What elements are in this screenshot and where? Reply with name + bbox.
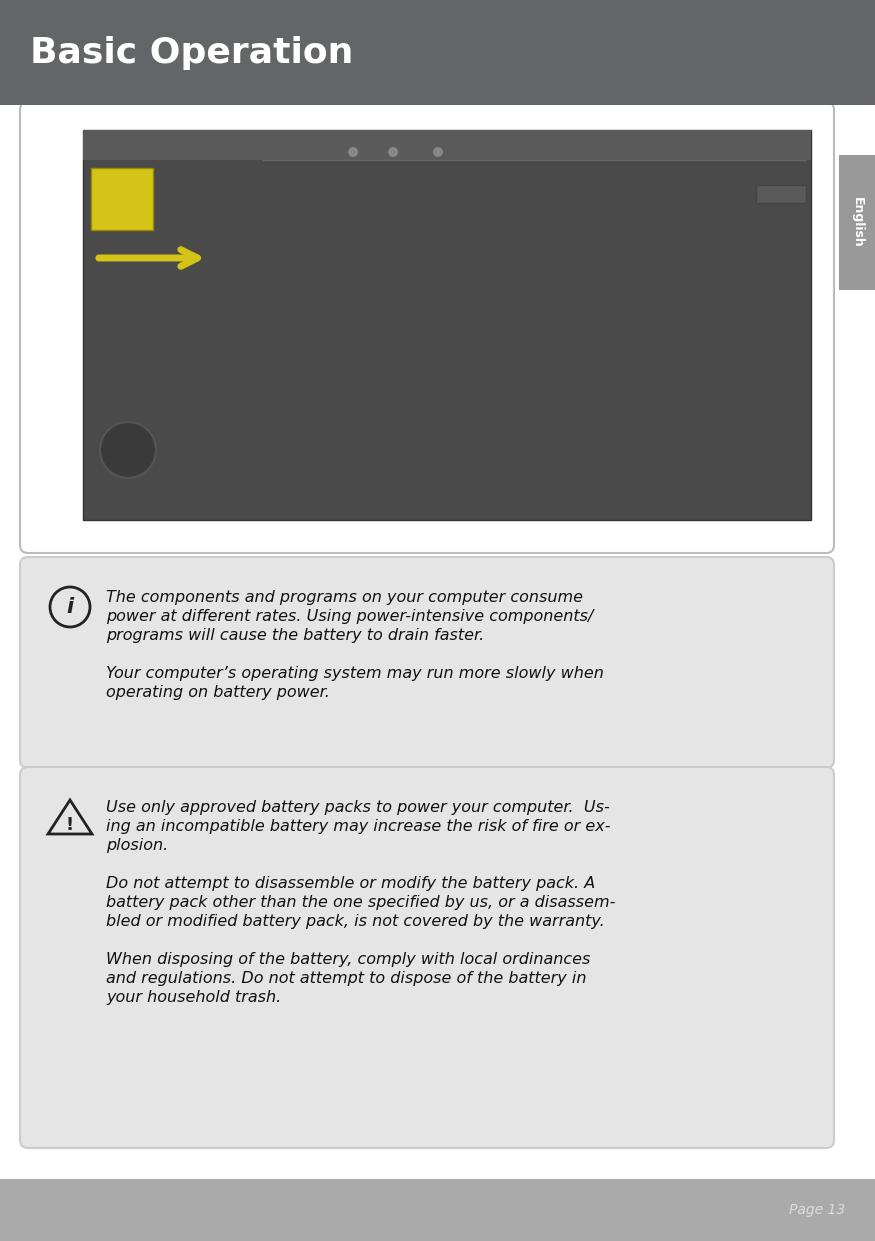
FancyBboxPatch shape [0, 1179, 875, 1241]
Text: Your computer’s operating system may run more slowly when: Your computer’s operating system may run… [106, 666, 604, 681]
FancyBboxPatch shape [20, 767, 834, 1148]
Text: Basic Operation: Basic Operation [30, 36, 354, 69]
Circle shape [388, 146, 398, 158]
Circle shape [100, 422, 156, 478]
Circle shape [433, 146, 443, 158]
Text: battery pack other than the one specified by us, or a disassem-: battery pack other than the one specifie… [106, 895, 615, 910]
Text: Use only approved battery packs to power your computer.  Us-: Use only approved battery packs to power… [106, 800, 610, 815]
Text: operating on battery power.: operating on battery power. [106, 685, 330, 700]
Bar [83, 130, 811, 520]
Text: your household trash.: your household trash. [106, 990, 281, 1005]
Bar [756, 185, 806, 204]
FancyBboxPatch shape [0, 0, 875, 105]
Text: programs will cause the battery to drain faster.: programs will cause the battery to drain… [106, 628, 484, 643]
Text: Page 13: Page 13 [788, 1203, 845, 1217]
FancyBboxPatch shape [839, 155, 875, 290]
Bar [91, 168, 153, 230]
Text: When disposing of the battery, comply with local ordinances: When disposing of the battery, comply wi… [106, 952, 591, 967]
Text: plosion.: plosion. [106, 838, 168, 853]
FancyBboxPatch shape [20, 557, 834, 768]
Text: !: ! [66, 817, 74, 834]
Bar [83, 130, 811, 160]
Circle shape [348, 146, 358, 158]
Text: Do not attempt to disassemble or modify the battery pack. A: Do not attempt to disassemble or modify … [106, 876, 595, 891]
Text: and regulations. Do not attempt to dispose of the battery in: and regulations. Do not attempt to dispo… [106, 970, 586, 987]
FancyBboxPatch shape [20, 102, 834, 553]
Text: power at different rates. Using power-intensive components/: power at different rates. Using power-in… [106, 609, 593, 624]
Text: bled or modified battery pack, is not covered by the warranty.: bled or modified battery pack, is not co… [106, 915, 605, 930]
Text: English: English [850, 197, 864, 248]
Text: i: i [66, 597, 74, 617]
Text: The components and programs on your computer consume: The components and programs on your comp… [106, 589, 583, 606]
Text: ing an incompatible battery may increase the risk of fire or ex-: ing an incompatible battery may increase… [106, 819, 611, 834]
